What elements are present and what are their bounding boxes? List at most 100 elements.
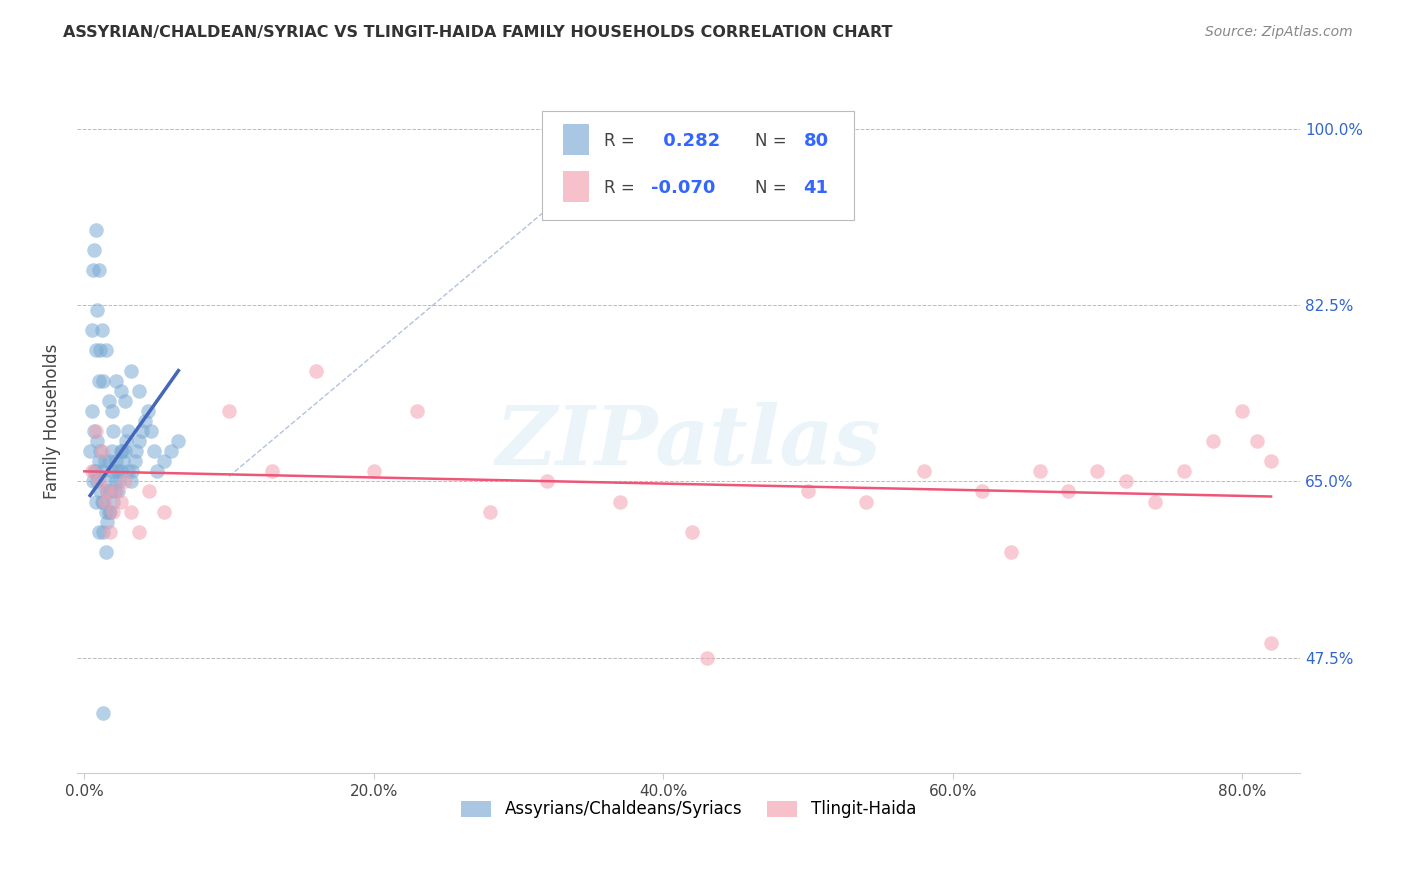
Bar [562, 170, 589, 202]
Point [100, 505, 122, 519]
Point [80, 464, 103, 478]
Point [82, 475, 104, 489]
Point [90, 444, 112, 458]
Point [105, 454, 128, 468]
Point [160, 444, 183, 458]
Point [93, 475, 115, 489]
Point [112, 454, 135, 468]
Point [91, 374, 114, 388]
Point [80, 323, 103, 337]
Point [91, 706, 114, 720]
Point [1260, 635, 1282, 649]
Point [105, 374, 128, 388]
Point [138, 484, 160, 499]
Point [120, 505, 142, 519]
Point [139, 424, 162, 438]
Point [105, 475, 128, 489]
Point [90, 494, 112, 508]
Text: 0.282: 0.282 [657, 132, 720, 150]
Point [855, 494, 877, 508]
Point [84, 343, 107, 358]
Point [696, 650, 718, 665]
Point [82, 263, 104, 277]
Text: R =: R = [605, 132, 640, 150]
Point [363, 464, 385, 478]
Text: 80: 80 [803, 132, 828, 150]
Point [305, 363, 328, 377]
Text: N =: N = [755, 132, 792, 150]
Point [100, 524, 122, 539]
Point [96, 515, 118, 529]
Point [105, 484, 128, 499]
Point [101, 444, 124, 458]
Point [87, 524, 110, 539]
Point [128, 434, 150, 449]
Point [84, 464, 107, 478]
Point [124, 454, 146, 468]
Text: -0.070: -0.070 [651, 179, 716, 197]
Point [83, 424, 105, 438]
Point [94, 343, 117, 358]
Point [110, 444, 132, 458]
Text: N =: N = [755, 179, 792, 197]
Point [1115, 475, 1137, 489]
Point [1144, 494, 1167, 508]
Point [91, 524, 114, 539]
Point [110, 384, 132, 398]
Point [84, 222, 107, 236]
Point [406, 404, 429, 418]
Point [111, 444, 134, 458]
Point [1028, 464, 1050, 478]
Point [110, 494, 132, 508]
Point [136, 404, 159, 418]
Point [970, 484, 993, 499]
Point [94, 505, 117, 519]
Text: 41: 41 [803, 179, 828, 197]
Point [478, 505, 501, 519]
Text: ASSYRIAN/CHALDEAN/SYRIAC VS TLINGIT-HAIDA FAMILY HOUSEHOLDS CORRELATION CHART: ASSYRIAN/CHALDEAN/SYRIAC VS TLINGIT-HAID… [63, 25, 893, 40]
Point [1246, 434, 1268, 449]
Text: ZIPatlas: ZIPatlas [496, 402, 882, 482]
Bar [562, 123, 589, 155]
Point [80, 404, 103, 418]
Point [87, 454, 110, 468]
Point [103, 494, 125, 508]
Point [107, 464, 129, 478]
Point [89, 343, 111, 358]
Y-axis label: Family Households: Family Households [44, 343, 60, 499]
Point [153, 454, 176, 468]
Point [90, 323, 112, 337]
Point [536, 475, 558, 489]
Point [145, 464, 167, 478]
Point [131, 424, 153, 438]
Point [125, 444, 148, 458]
Point [262, 464, 284, 478]
Point [83, 243, 105, 257]
Point [912, 464, 935, 478]
Point [101, 404, 124, 418]
Point [97, 454, 120, 468]
Point [94, 545, 117, 559]
Point [87, 475, 110, 489]
Point [103, 424, 125, 438]
Point [79, 444, 101, 458]
Point [89, 444, 111, 458]
Point [93, 494, 115, 508]
Point [142, 444, 165, 458]
Point [84, 424, 107, 438]
Point [117, 464, 139, 478]
Point [117, 424, 139, 438]
FancyBboxPatch shape [541, 111, 853, 220]
Point [90, 464, 112, 478]
Point [167, 434, 190, 449]
Point [114, 475, 136, 489]
Point [1260, 454, 1282, 468]
Point [84, 494, 107, 508]
Point [128, 384, 150, 398]
Point [101, 464, 124, 478]
Point [681, 524, 703, 539]
Point [83, 464, 105, 478]
Point [96, 484, 118, 499]
Point [1087, 464, 1109, 478]
Point [1230, 404, 1253, 418]
